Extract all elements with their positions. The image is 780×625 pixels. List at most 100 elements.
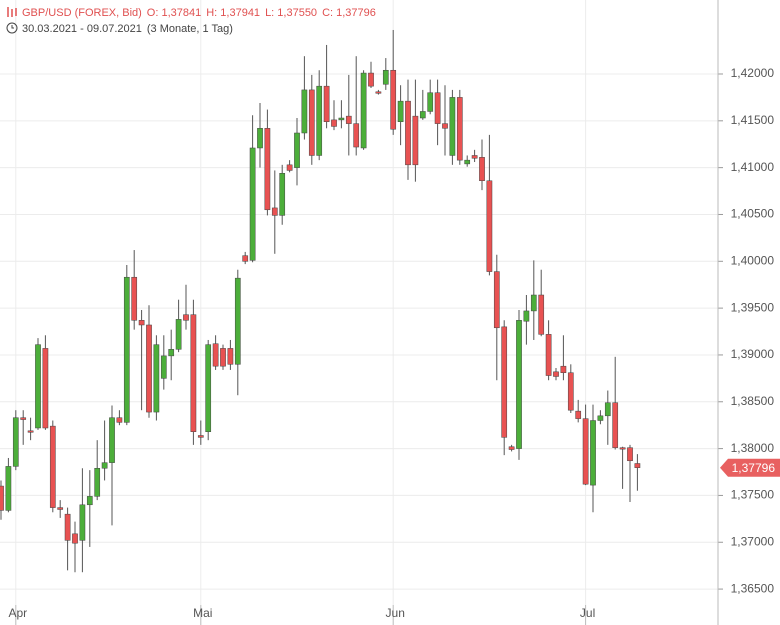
candle-body [242, 255, 249, 262]
candle-body [20, 417, 27, 420]
candle-body [205, 344, 212, 432]
y-tick-label: 1,39000 [731, 347, 775, 361]
candle-body [5, 466, 12, 511]
candle-body [582, 418, 589, 485]
candle-body [153, 344, 160, 413]
y-tick-label: 1,42000 [731, 66, 775, 80]
candle-body [516, 320, 522, 449]
open: O: 1,37841 [146, 7, 202, 19]
candle-body [553, 371, 559, 377]
close: C: 1,37796 [322, 7, 376, 19]
candle-body [368, 72, 374, 87]
candle-body [442, 123, 448, 129]
candle-body [345, 115, 352, 124]
y-tick-label: 1,37000 [731, 534, 775, 548]
candle-body [12, 417, 19, 467]
candle-body [331, 119, 337, 127]
candle-body [212, 343, 219, 367]
candle-body [190, 314, 197, 432]
candle-body [286, 164, 293, 171]
x-tick-label: Apr [8, 606, 27, 620]
candle-body [412, 115, 419, 166]
candle-body [279, 173, 286, 216]
candle-body [234, 277, 241, 365]
candle-body [567, 372, 574, 411]
y-tick-label: 1,39500 [731, 300, 775, 314]
candle-body [597, 415, 604, 421]
x-tick-label: Jun [386, 606, 405, 620]
header: GBP/USD (FOREX, Bid) O: 1,37841 H: 1,37941… [6, 5, 381, 37]
candle-body [604, 402, 611, 417]
candle-body [168, 349, 175, 357]
candle-body [249, 147, 256, 261]
candle-body [131, 276, 138, 321]
candle-body [493, 271, 500, 329]
candle-body [86, 496, 93, 506]
candle-body [397, 100, 404, 122]
candle-body [449, 97, 456, 156]
candle-body [308, 89, 315, 156]
candle-body [338, 117, 345, 121]
candle-body [264, 128, 271, 211]
candle-body [94, 468, 101, 497]
candle-body [479, 157, 485, 182]
candle-body [375, 91, 382, 94]
candle-body [501, 326, 508, 438]
candle-body [419, 111, 426, 119]
candle-body [634, 463, 641, 468]
candle-body [486, 180, 493, 272]
period: (3 Monate, 1 Tag) [146, 23, 233, 35]
candle-body [405, 100, 411, 166]
y-tick-label: 1,38500 [731, 394, 775, 408]
candle-body [64, 513, 71, 541]
x-tick-label: Jul [580, 606, 595, 620]
candle-body [530, 294, 537, 312]
range-line: 30.03.2021 - 09.07.2021 (3 Monate, 1 Tag) [6, 21, 381, 37]
candle-body [560, 365, 567, 373]
candle-body [175, 319, 182, 350]
candle-body [138, 320, 145, 326]
candle-body [427, 92, 434, 112]
candle-body [49, 425, 56, 508]
candle-body [257, 128, 263, 149]
candle-body [316, 85, 323, 156]
y-tick-label: 1,41000 [731, 160, 775, 174]
candle-body [612, 402, 619, 448]
candle-body [123, 276, 130, 423]
y-tick-label: 1,41500 [731, 113, 775, 127]
candle-body [538, 294, 545, 335]
candle-body [220, 348, 226, 367]
candle-body [57, 507, 64, 510]
candle-body [146, 324, 152, 413]
candle-body [456, 97, 463, 161]
y-tick-label: 1,38000 [731, 441, 775, 455]
candle-body [160, 355, 167, 379]
candle-body [197, 435, 204, 438]
symbol: GBP/USD (FOREX, Bid) [22, 7, 142, 19]
candle-body [360, 72, 367, 149]
candle-body [27, 430, 34, 433]
date-range: 30.03.2021 - 09.07.2021 [22, 23, 142, 35]
candle-body [464, 159, 471, 165]
candle-body [434, 92, 441, 124]
last-price-badge [720, 458, 780, 477]
candle-body [590, 420, 596, 486]
candle-body [627, 447, 633, 462]
candle-body [42, 348, 49, 429]
candle-body [72, 533, 78, 544]
candle-body [227, 348, 234, 365]
candle-body [294, 132, 300, 168]
candle-body [323, 85, 330, 122]
candle-body [382, 69, 389, 85]
candle-body [116, 417, 123, 423]
candle-body [390, 69, 397, 130]
x-tick-label: Mai [193, 606, 212, 620]
candle-body [508, 446, 515, 450]
y-tick-label: 1,37500 [731, 488, 775, 502]
candle-body [271, 207, 278, 216]
quote-line: GBP/USD (FOREX, Bid) O: 1,37841 H: 1,37941… [6, 5, 381, 21]
y-tick-label: 1,40000 [731, 253, 775, 267]
candle-body [619, 447, 626, 450]
candle-body [101, 462, 108, 469]
